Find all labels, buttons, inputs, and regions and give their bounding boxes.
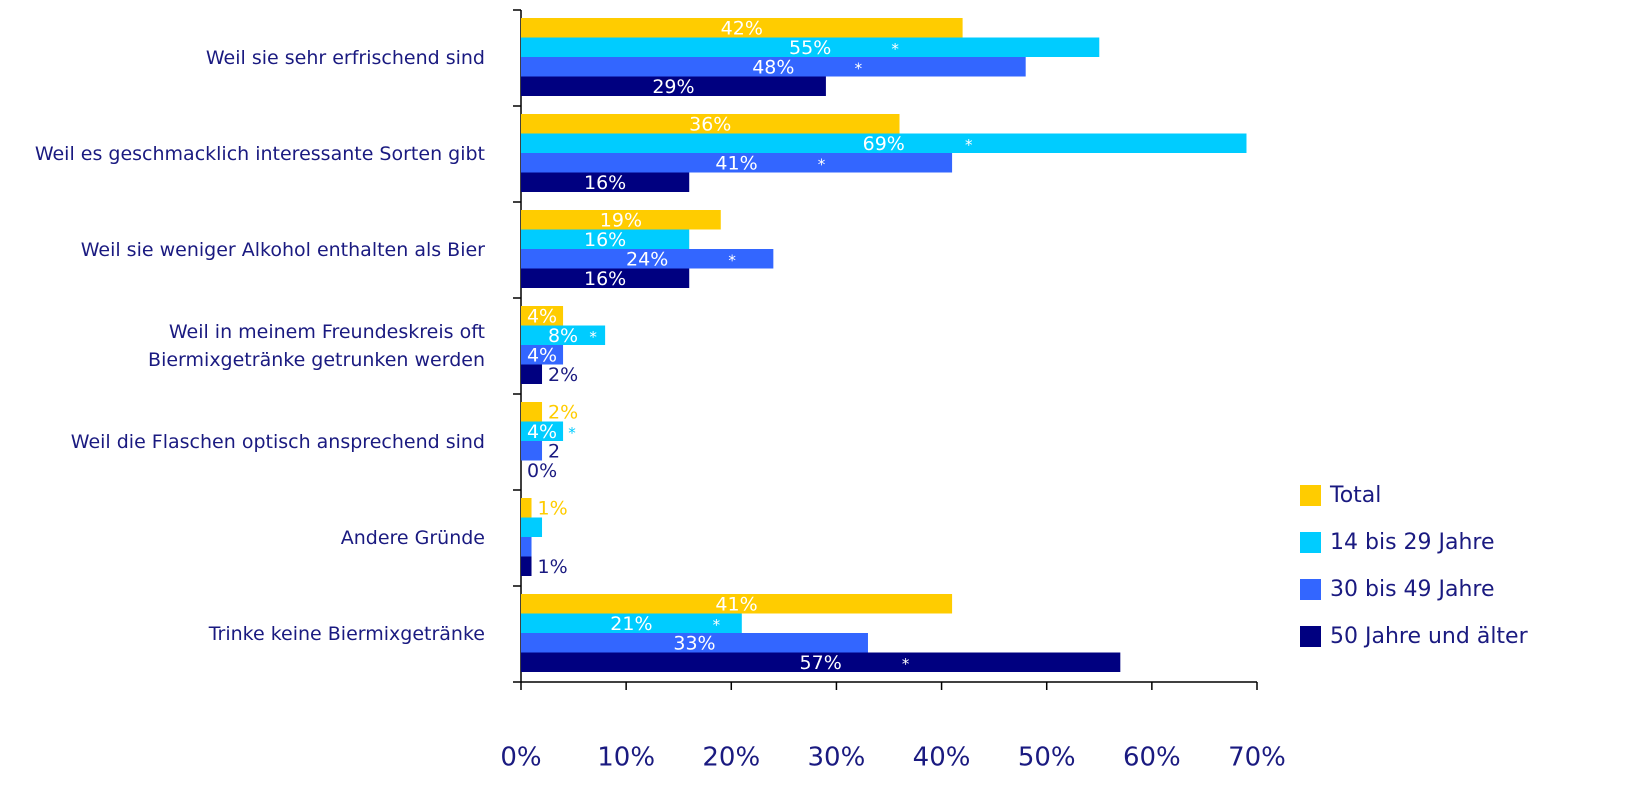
bar (521, 421, 564, 441)
value-label: 8% (548, 325, 578, 347)
bar (521, 613, 742, 633)
significance-mark: * (818, 155, 826, 173)
bar (521, 268, 690, 288)
bar (521, 37, 1100, 57)
significance-mark: * (589, 328, 597, 346)
value-label: 16% (584, 268, 626, 290)
category-label: Weil es geschmacklich interessante Sorte… (35, 143, 485, 165)
value-label: 69% (863, 133, 905, 155)
value-label: 24% (626, 248, 668, 270)
value-label: 2% (548, 364, 578, 386)
value-label: 19% (600, 209, 642, 231)
category-label: Andere Gründe (341, 527, 485, 549)
value-label: 41% (715, 152, 757, 174)
bar (521, 306, 564, 326)
legend-swatch (1300, 532, 1321, 553)
x-tick-label: 20% (702, 743, 760, 773)
category-line: Andere Gründe (341, 527, 485, 549)
bar (521, 633, 868, 653)
value-label: 4% (527, 305, 557, 327)
x-tick-label: 70% (1228, 743, 1286, 773)
bar (521, 249, 774, 269)
value-label: 48% (752, 56, 794, 78)
bar (521, 76, 826, 96)
bar (521, 537, 532, 557)
value-label: 41% (715, 593, 757, 615)
bar (521, 441, 543, 461)
value-label: 57% (800, 652, 842, 674)
legend-swatch (1300, 626, 1321, 647)
legend-swatch (1300, 485, 1321, 506)
legend-label: 14 bis 29 Jahre (1330, 530, 1495, 555)
value-label: 1% (538, 497, 568, 519)
value-label: 2% (548, 401, 578, 423)
category-line: Weil es geschmacklich interessante Sorte… (35, 143, 485, 165)
value-label: 16% (584, 229, 626, 251)
bar (521, 594, 953, 614)
legend-label: 30 bis 49 Jahre (1330, 577, 1495, 602)
category-line: Biermixgetränke getrunken werden (148, 349, 485, 371)
value-label: 2 (548, 440, 560, 462)
value-label: 42% (721, 17, 763, 39)
bar (521, 18, 963, 38)
value-label: 4% (527, 421, 557, 443)
x-tick-label: 0% (500, 743, 541, 773)
value-label: 4% (527, 344, 557, 366)
category-line: Weil sie sehr erfrischend sind (206, 47, 485, 69)
bar (521, 517, 543, 537)
bar (521, 556, 532, 576)
category-label: Trinke keine Biermixgetränke (208, 623, 485, 645)
bar (521, 229, 690, 249)
value-label: 16% (584, 172, 626, 194)
bar (521, 210, 721, 230)
x-tick-label: 50% (1018, 743, 1076, 773)
value-label: 0% (527, 460, 557, 482)
significance-mark: * (891, 40, 899, 58)
value-label: 55% (789, 37, 831, 59)
significance-mark: * (855, 59, 863, 77)
significance-mark: * (713, 616, 721, 634)
bar (521, 498, 532, 518)
category-line: Weil in meinem Freundeskreis oft (169, 321, 485, 343)
bar (521, 345, 564, 365)
value-label: 21% (610, 613, 652, 635)
bar (521, 133, 1247, 153)
significance-mark: * (965, 136, 973, 154)
category-label: Weil sie weniger Alkohol enthalten als B… (81, 239, 485, 261)
bar (521, 325, 606, 345)
bar (521, 153, 953, 173)
category-label: Weil in meinem Freundeskreis oft Biermixg… (148, 321, 485, 371)
bar (521, 364, 543, 384)
bar (521, 114, 900, 134)
legend-label: Total (1329, 483, 1381, 508)
bar (521, 652, 1121, 672)
legend-label: 50 Jahre und älter (1330, 624, 1529, 649)
x-tick-label: 30% (808, 743, 866, 773)
bar (521, 402, 543, 422)
value-label: 36% (689, 113, 731, 135)
significance-mark: * (568, 424, 576, 442)
significance-mark: * (902, 655, 910, 673)
bar (521, 172, 690, 192)
significance-mark: * (728, 251, 736, 269)
x-tick-label: 10% (597, 743, 655, 773)
value-label: 29% (652, 76, 694, 98)
legend-swatch (1300, 579, 1321, 600)
category-line: Trinke keine Biermixgetränke (208, 623, 485, 645)
x-tick-label: 40% (913, 743, 971, 773)
category-label: Weil die Flaschen optisch ansprechend si… (71, 431, 485, 453)
x-tick-label: 60% (1123, 743, 1181, 773)
category-label: Weil sie sehr erfrischend sind (206, 47, 485, 69)
value-label: 33% (673, 632, 715, 654)
value-label: 1% (538, 556, 568, 578)
category-line: Weil sie weniger Alkohol enthalten als B… (81, 239, 485, 261)
bar (521, 57, 1026, 77)
category-line: Weil die Flaschen optisch ansprechend si… (71, 431, 485, 453)
